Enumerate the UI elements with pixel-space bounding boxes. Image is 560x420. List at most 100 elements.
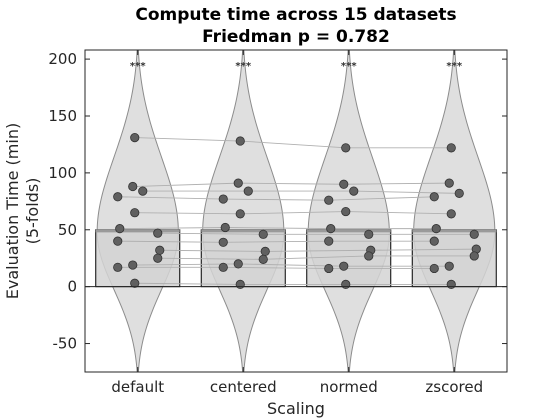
data-point-zscored xyxy=(446,143,456,153)
data-point-zscored xyxy=(454,188,464,198)
data-point-centered xyxy=(218,262,228,272)
data-point-normed xyxy=(339,261,349,271)
data-point-default xyxy=(138,186,148,196)
link-line xyxy=(225,227,331,230)
data-point-centered xyxy=(260,246,270,256)
link-line xyxy=(240,140,346,149)
data-point-default xyxy=(130,208,140,218)
significance-marker: *** xyxy=(341,61,357,72)
data-point-default xyxy=(115,224,125,234)
significance-marker: *** xyxy=(130,61,146,72)
link-line xyxy=(328,196,435,201)
x-tick-label-normed: normed xyxy=(320,378,378,396)
y-tick-label: 50 xyxy=(58,221,77,239)
data-point-normed xyxy=(326,224,336,234)
data-point-centered xyxy=(233,259,243,269)
data-point-zscored xyxy=(429,192,439,202)
data-point-zscored xyxy=(429,236,439,246)
data-point-default xyxy=(113,236,123,246)
y-tick-label: 100 xyxy=(48,164,77,182)
link-line xyxy=(223,240,329,243)
data-point-centered xyxy=(218,194,228,204)
data-point-normed xyxy=(341,143,351,153)
link-line xyxy=(265,249,371,252)
data-point-normed xyxy=(324,195,334,205)
data-point-normed xyxy=(324,236,334,246)
link-line xyxy=(345,211,452,215)
y-tick-label: 200 xyxy=(48,50,77,68)
data-point-normed xyxy=(341,279,351,289)
data-point-default xyxy=(130,278,140,288)
x-tick-label-zscored: zscored xyxy=(425,378,483,396)
y-axis-label-line1: Evaluation Time (min) xyxy=(3,123,22,299)
data-point-normed xyxy=(349,186,359,196)
points-layer xyxy=(113,133,481,289)
data-point-normed xyxy=(364,229,374,239)
x-tick-label-centered: centered xyxy=(210,378,277,396)
x-tick-label-default: default xyxy=(111,378,164,396)
chart-title: Compute time across 15 datasets xyxy=(135,5,456,25)
data-point-zscored xyxy=(429,263,439,274)
data-point-default xyxy=(128,260,138,270)
data-point-default xyxy=(153,253,163,263)
data-point-centered xyxy=(243,186,253,196)
data-point-zscored xyxy=(446,209,456,219)
plot-area-frame xyxy=(84,49,508,373)
significance-layer: *** *** *** *** xyxy=(130,61,463,72)
link-line xyxy=(353,190,460,194)
link-line xyxy=(223,198,329,201)
link-line xyxy=(157,232,264,235)
data-point-normed xyxy=(324,263,334,274)
y-tick-label: 150 xyxy=(48,107,77,125)
link-line xyxy=(238,182,344,185)
significance-marker: *** xyxy=(235,61,251,72)
data-point-centered xyxy=(220,222,230,233)
bar-normed xyxy=(306,229,392,288)
data-point-centered xyxy=(235,279,245,289)
violins-layer xyxy=(96,49,496,373)
data-point-centered xyxy=(218,237,228,247)
link-line xyxy=(134,212,241,215)
y-axis-label-line2: (5-folds) xyxy=(23,178,42,245)
data-point-default xyxy=(155,245,165,255)
data-point-default xyxy=(113,192,123,202)
bar-centered xyxy=(200,229,286,288)
data-point-zscored xyxy=(469,229,479,239)
data-point-normed xyxy=(341,206,351,217)
link-line xyxy=(117,196,224,200)
link-line xyxy=(134,282,241,285)
data-point-default xyxy=(130,133,140,143)
link-line xyxy=(240,211,346,215)
y-axis: -50 0 50 100 150 200 xyxy=(48,50,507,353)
x-axis-label: Scaling xyxy=(267,399,325,418)
data-point-zscored xyxy=(431,224,441,234)
data-point-normed xyxy=(364,251,374,261)
link-line xyxy=(159,249,266,252)
data-point-default xyxy=(113,262,123,272)
significance-marker: *** xyxy=(446,61,462,72)
y-tick-label: 0 xyxy=(67,278,77,296)
chart-subtitle: Friedman p = 0.782 xyxy=(202,27,390,47)
data-point-zscored xyxy=(444,261,454,271)
link-line xyxy=(134,137,241,142)
y-tick-label: -50 xyxy=(53,335,78,353)
data-point-centered xyxy=(258,254,268,264)
link-line xyxy=(370,248,477,251)
data-point-centered xyxy=(235,136,245,146)
link-line xyxy=(117,240,224,243)
data-point-centered xyxy=(233,178,243,188)
link-line xyxy=(263,255,369,260)
data-point-default xyxy=(128,181,138,192)
data-point-zscored xyxy=(444,178,454,188)
link-line xyxy=(119,227,226,230)
data-point-zscored xyxy=(446,279,456,289)
data-point-normed xyxy=(339,179,349,189)
data-point-centered xyxy=(258,229,268,239)
data-point-centered xyxy=(235,209,245,219)
link-line xyxy=(157,257,264,260)
link-line xyxy=(343,182,450,185)
bar-zscored xyxy=(411,229,497,288)
link-line xyxy=(132,182,239,187)
data-point-zscored xyxy=(469,251,479,261)
